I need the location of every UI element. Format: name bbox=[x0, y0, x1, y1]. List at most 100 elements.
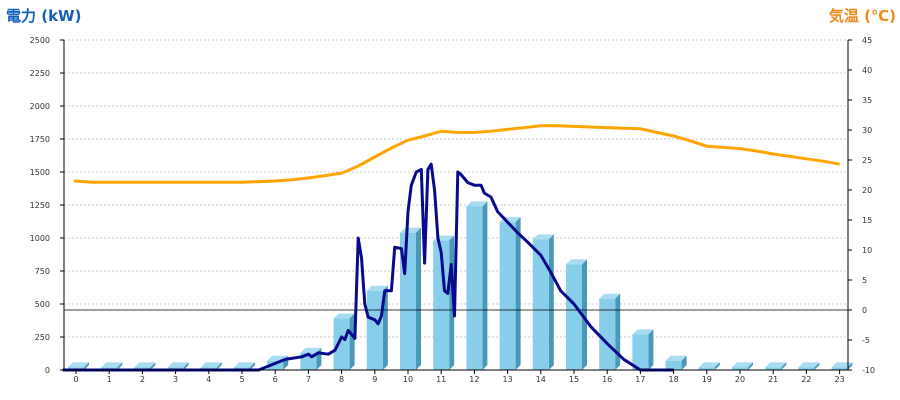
power-bar bbox=[433, 235, 455, 370]
power-bar-side bbox=[548, 234, 554, 370]
x-axis-tick-label: 2 bbox=[140, 375, 145, 384]
power-bar bbox=[400, 227, 421, 370]
right-axis-tick-label: -10 bbox=[862, 366, 875, 375]
power-bar-top bbox=[765, 362, 787, 368]
power-bar-side bbox=[714, 362, 720, 370]
power-bar-top bbox=[599, 293, 621, 299]
x-axis-tick-label: 6 bbox=[273, 375, 278, 384]
power-bar-front bbox=[599, 298, 616, 370]
power-bar-side bbox=[183, 362, 189, 370]
power-bar-front bbox=[831, 367, 848, 370]
x-axis-tick-label: 7 bbox=[306, 375, 311, 384]
right-axis-tick-label: 35 bbox=[862, 96, 872, 105]
power-bar bbox=[732, 362, 753, 370]
power-bar-side bbox=[814, 362, 820, 370]
right-axis-tick-label: 40 bbox=[862, 66, 872, 75]
left-axis-tick-label: 2250 bbox=[30, 69, 50, 78]
power-bar-front bbox=[698, 367, 715, 370]
x-axis-tick-label: 4 bbox=[206, 375, 211, 384]
axes: 02505007501000125015001750200022502500-1… bbox=[30, 36, 875, 384]
right-axis-tick-label: -5 bbox=[862, 336, 870, 345]
power-line bbox=[62, 162, 674, 372]
power-bar-side bbox=[250, 362, 255, 370]
left-axis-title: 電力 (kW) bbox=[6, 7, 81, 25]
x-axis-tick-label: 0 bbox=[73, 375, 78, 384]
power-bars bbox=[68, 201, 853, 370]
power-bar-top bbox=[532, 234, 554, 240]
left-axis-tick-label: 500 bbox=[35, 300, 50, 309]
power-bar-front bbox=[433, 240, 450, 370]
right-axis-tick-label: 0 bbox=[862, 306, 867, 315]
power-bar-top bbox=[366, 285, 388, 291]
power-bar-front bbox=[466, 206, 483, 370]
right-axis-tick-label: 5 bbox=[862, 276, 867, 285]
left-axis-tick-label: 1250 bbox=[30, 201, 50, 210]
power-bar-top bbox=[68, 362, 89, 368]
x-axis-tick-label: 10 bbox=[403, 375, 413, 384]
x-axis-tick-label: 16 bbox=[602, 375, 612, 384]
power-bar-top bbox=[101, 362, 123, 368]
left-axis-tick-label: 2500 bbox=[30, 36, 50, 45]
x-axis-tick-label: 15 bbox=[569, 375, 579, 384]
x-axis-tick-label: 11 bbox=[436, 375, 446, 384]
power-bar bbox=[532, 234, 554, 370]
power-bar-front bbox=[632, 334, 649, 370]
x-axis-tick-label: 13 bbox=[503, 375, 513, 384]
power-bar-side bbox=[748, 362, 753, 370]
right-axis-tick-label: 10 bbox=[862, 246, 872, 255]
x-axis-tick-label: 22 bbox=[801, 375, 811, 384]
right-axis-tick-label: 15 bbox=[862, 216, 872, 225]
x-axis-tick-label: 14 bbox=[536, 375, 546, 384]
power-bar bbox=[599, 293, 621, 370]
x-axis-tick-label: 17 bbox=[635, 375, 645, 384]
power-bar bbox=[831, 362, 853, 370]
power-bar-top bbox=[798, 362, 820, 368]
power-bar-side bbox=[349, 313, 355, 370]
power-bar-front bbox=[267, 360, 284, 370]
power-bar-side bbox=[117, 362, 123, 370]
right-axis-title: 気温 (℃) bbox=[829, 7, 896, 25]
left-axis-tick-label: 250 bbox=[35, 333, 50, 342]
power-bar-top bbox=[333, 313, 355, 319]
power-bar-top bbox=[234, 362, 255, 368]
power-bar bbox=[632, 329, 654, 370]
x-axis-tick-label: 20 bbox=[735, 375, 745, 384]
power-bar-side bbox=[582, 259, 587, 370]
power-bar-top bbox=[134, 362, 156, 368]
power-bar-top bbox=[632, 329, 654, 335]
power-bar-side bbox=[648, 329, 654, 370]
power-bar-side bbox=[615, 293, 621, 370]
power-bar-side bbox=[84, 362, 89, 370]
power-bar-top bbox=[698, 362, 720, 368]
power-bar bbox=[665, 355, 687, 370]
temperature-line bbox=[73, 124, 840, 184]
power-bar-side bbox=[515, 217, 521, 370]
x-axis-tick-label: 12 bbox=[469, 375, 479, 384]
power-bar bbox=[765, 362, 787, 370]
power-bar-side bbox=[847, 362, 853, 370]
right-axis-tick-label: 30 bbox=[862, 126, 872, 135]
power-bar bbox=[466, 201, 488, 370]
power-bar-front bbox=[732, 367, 748, 370]
power-bar-side bbox=[150, 362, 156, 370]
power-bar-top bbox=[566, 259, 587, 265]
power-bar-top bbox=[300, 347, 322, 353]
power-bar-front bbox=[366, 290, 383, 370]
power-bar-top bbox=[167, 362, 189, 368]
power-bar-side bbox=[216, 362, 222, 370]
power-bar-front bbox=[765, 367, 782, 370]
power-bar-side bbox=[781, 362, 787, 370]
power-bar-top bbox=[665, 355, 687, 361]
power-bar-top bbox=[200, 362, 222, 368]
right-axis-tick-label: 25 bbox=[862, 156, 872, 165]
x-axis-tick-label: 5 bbox=[239, 375, 244, 384]
x-axis-tick-label: 23 bbox=[835, 375, 845, 384]
power-bar-side bbox=[681, 355, 687, 370]
power-bar-top bbox=[732, 362, 753, 368]
power-bar-front bbox=[665, 360, 682, 370]
power-bar bbox=[698, 362, 720, 370]
power-bar-front bbox=[499, 222, 516, 370]
power-bar bbox=[300, 347, 322, 370]
x-axis-tick-label: 3 bbox=[173, 375, 178, 384]
